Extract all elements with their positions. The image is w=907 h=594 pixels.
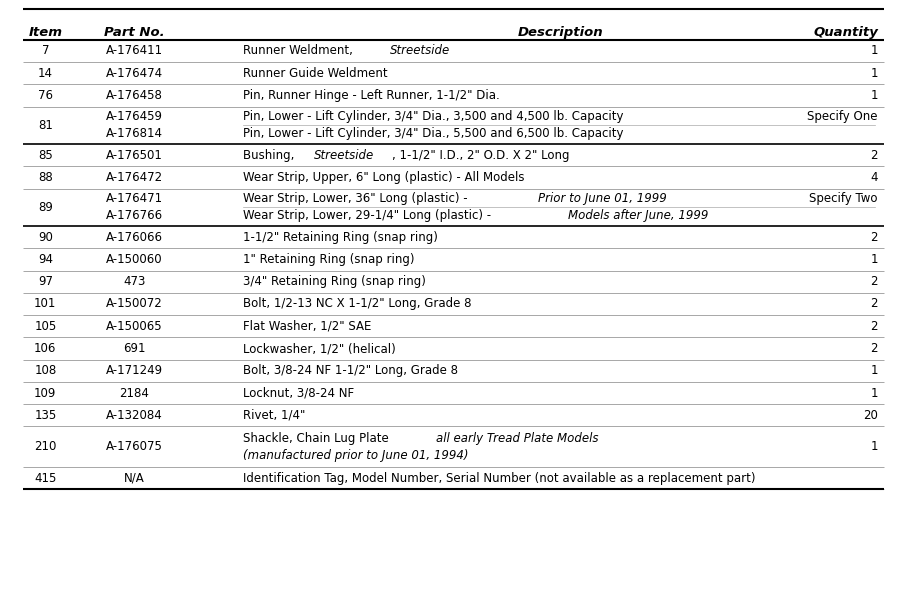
Text: A-176411: A-176411	[106, 45, 162, 58]
Text: 210: 210	[34, 440, 56, 453]
Text: 90: 90	[38, 230, 53, 244]
Text: A-150065: A-150065	[106, 320, 162, 333]
Text: 2184: 2184	[120, 387, 149, 400]
Text: 2: 2	[871, 275, 878, 288]
Text: Specify Two: Specify Two	[809, 192, 878, 205]
Text: 76: 76	[38, 89, 53, 102]
Text: Streetside: Streetside	[314, 148, 375, 162]
Text: A-176458: A-176458	[106, 89, 162, 102]
Text: Bushing,: Bushing,	[243, 148, 298, 162]
Text: 7: 7	[42, 45, 49, 58]
Text: 89: 89	[38, 201, 53, 214]
Text: 1: 1	[871, 45, 878, 58]
Text: Part No.: Part No.	[104, 26, 164, 39]
Text: 81: 81	[38, 119, 53, 132]
Text: 105: 105	[34, 320, 56, 333]
Text: Streetside: Streetside	[390, 45, 450, 58]
Text: Shackle, Chain Lug Plate: Shackle, Chain Lug Plate	[243, 432, 393, 445]
Text: Specify One: Specify One	[807, 110, 878, 123]
Text: Models after June, 1999: Models after June, 1999	[568, 210, 708, 222]
Text: A-171249: A-171249	[106, 364, 162, 377]
Text: Lockwasher, 1/2" (helical): Lockwasher, 1/2" (helical)	[243, 342, 395, 355]
Text: 1: 1	[871, 89, 878, 102]
Text: 108: 108	[34, 364, 56, 377]
Text: 1: 1	[871, 253, 878, 266]
Text: Bolt, 3/8-24 NF 1-1/2" Long, Grade 8: Bolt, 3/8-24 NF 1-1/2" Long, Grade 8	[243, 364, 458, 377]
Text: 2: 2	[871, 230, 878, 244]
Text: Pin, Lower - Lift Cylinder, 3/4" Dia., 5,500 and 6,500 lb. Capacity: Pin, Lower - Lift Cylinder, 3/4" Dia., 5…	[243, 128, 624, 140]
Text: 1-1/2" Retaining Ring (snap ring): 1-1/2" Retaining Ring (snap ring)	[243, 230, 438, 244]
Text: A-150072: A-150072	[106, 298, 162, 311]
Text: 2: 2	[871, 320, 878, 333]
Text: 85: 85	[38, 148, 53, 162]
Text: 94: 94	[38, 253, 53, 266]
Text: Pin, Runner Hinge - Left Runner, 1-1/2" Dia.: Pin, Runner Hinge - Left Runner, 1-1/2" …	[243, 89, 500, 102]
Text: Wear Strip, Lower, 29-1/4" Long (plastic) -: Wear Strip, Lower, 29-1/4" Long (plastic…	[243, 210, 495, 222]
Text: 88: 88	[38, 171, 53, 184]
Text: 4: 4	[871, 171, 878, 184]
Text: A-150060: A-150060	[106, 253, 162, 266]
Text: 1" Retaining Ring (snap ring): 1" Retaining Ring (snap ring)	[243, 253, 414, 266]
Text: 1: 1	[871, 67, 878, 80]
Text: 109: 109	[34, 387, 56, 400]
Text: A-176472: A-176472	[106, 171, 162, 184]
Text: A-132084: A-132084	[106, 409, 162, 422]
Text: (manufactured prior to June 01, 1994): (manufactured prior to June 01, 1994)	[243, 449, 469, 462]
Text: A-176474: A-176474	[106, 67, 162, 80]
Text: 20: 20	[863, 409, 878, 422]
Text: 3/4" Retaining Ring (snap ring): 3/4" Retaining Ring (snap ring)	[243, 275, 426, 288]
Text: 2: 2	[871, 148, 878, 162]
Text: 415: 415	[34, 472, 56, 485]
Text: Item: Item	[28, 26, 63, 39]
Text: 106: 106	[34, 342, 56, 355]
Text: A-176075: A-176075	[106, 440, 162, 453]
Text: A-176066: A-176066	[106, 230, 162, 244]
Text: A-176766: A-176766	[106, 210, 162, 222]
Text: 691: 691	[123, 342, 145, 355]
Text: 1: 1	[871, 387, 878, 400]
Text: 1: 1	[871, 364, 878, 377]
Text: 97: 97	[38, 275, 53, 288]
Text: 135: 135	[34, 409, 56, 422]
Text: 2: 2	[871, 298, 878, 311]
Text: all early Tread Plate Models: all early Tread Plate Models	[436, 432, 599, 445]
Text: 14: 14	[38, 67, 53, 80]
Text: 2: 2	[871, 342, 878, 355]
Text: Flat Washer, 1/2" SAE: Flat Washer, 1/2" SAE	[243, 320, 372, 333]
Text: , 1-1/2" I.D., 2" O.D. X 2" Long: , 1-1/2" I.D., 2" O.D. X 2" Long	[392, 148, 570, 162]
Text: Runner Weldment,: Runner Weldment,	[243, 45, 356, 58]
Text: Locknut, 3/8-24 NF: Locknut, 3/8-24 NF	[243, 387, 355, 400]
Text: Prior to June 01, 1999: Prior to June 01, 1999	[538, 192, 667, 205]
Text: Identification Tag, Model Number, Serial Number (not available as a replacement : Identification Tag, Model Number, Serial…	[243, 472, 756, 485]
Text: 1: 1	[871, 440, 878, 453]
Text: Pin, Lower - Lift Cylinder, 3/4" Dia., 3,500 and 4,500 lb. Capacity: Pin, Lower - Lift Cylinder, 3/4" Dia., 3…	[243, 110, 624, 123]
Text: Runner Guide Weldment: Runner Guide Weldment	[243, 67, 387, 80]
Text: A-176459: A-176459	[106, 110, 162, 123]
Text: A-176501: A-176501	[106, 148, 162, 162]
Text: Rivet, 1/4": Rivet, 1/4"	[243, 409, 306, 422]
Text: Quantity: Quantity	[813, 26, 878, 39]
Text: A-176471: A-176471	[106, 192, 162, 205]
Text: Description: Description	[518, 26, 603, 39]
Text: N/A: N/A	[124, 472, 144, 485]
Text: A-176814: A-176814	[106, 128, 162, 140]
Text: Wear Strip, Lower, 36" Long (plastic) -: Wear Strip, Lower, 36" Long (plastic) -	[243, 192, 472, 205]
Text: Bolt, 1/2-13 NC X 1-1/2" Long, Grade 8: Bolt, 1/2-13 NC X 1-1/2" Long, Grade 8	[243, 298, 472, 311]
Text: 101: 101	[34, 298, 56, 311]
Text: 473: 473	[123, 275, 145, 288]
Text: Wear Strip, Upper, 6" Long (plastic) - All Models: Wear Strip, Upper, 6" Long (plastic) - A…	[243, 171, 524, 184]
